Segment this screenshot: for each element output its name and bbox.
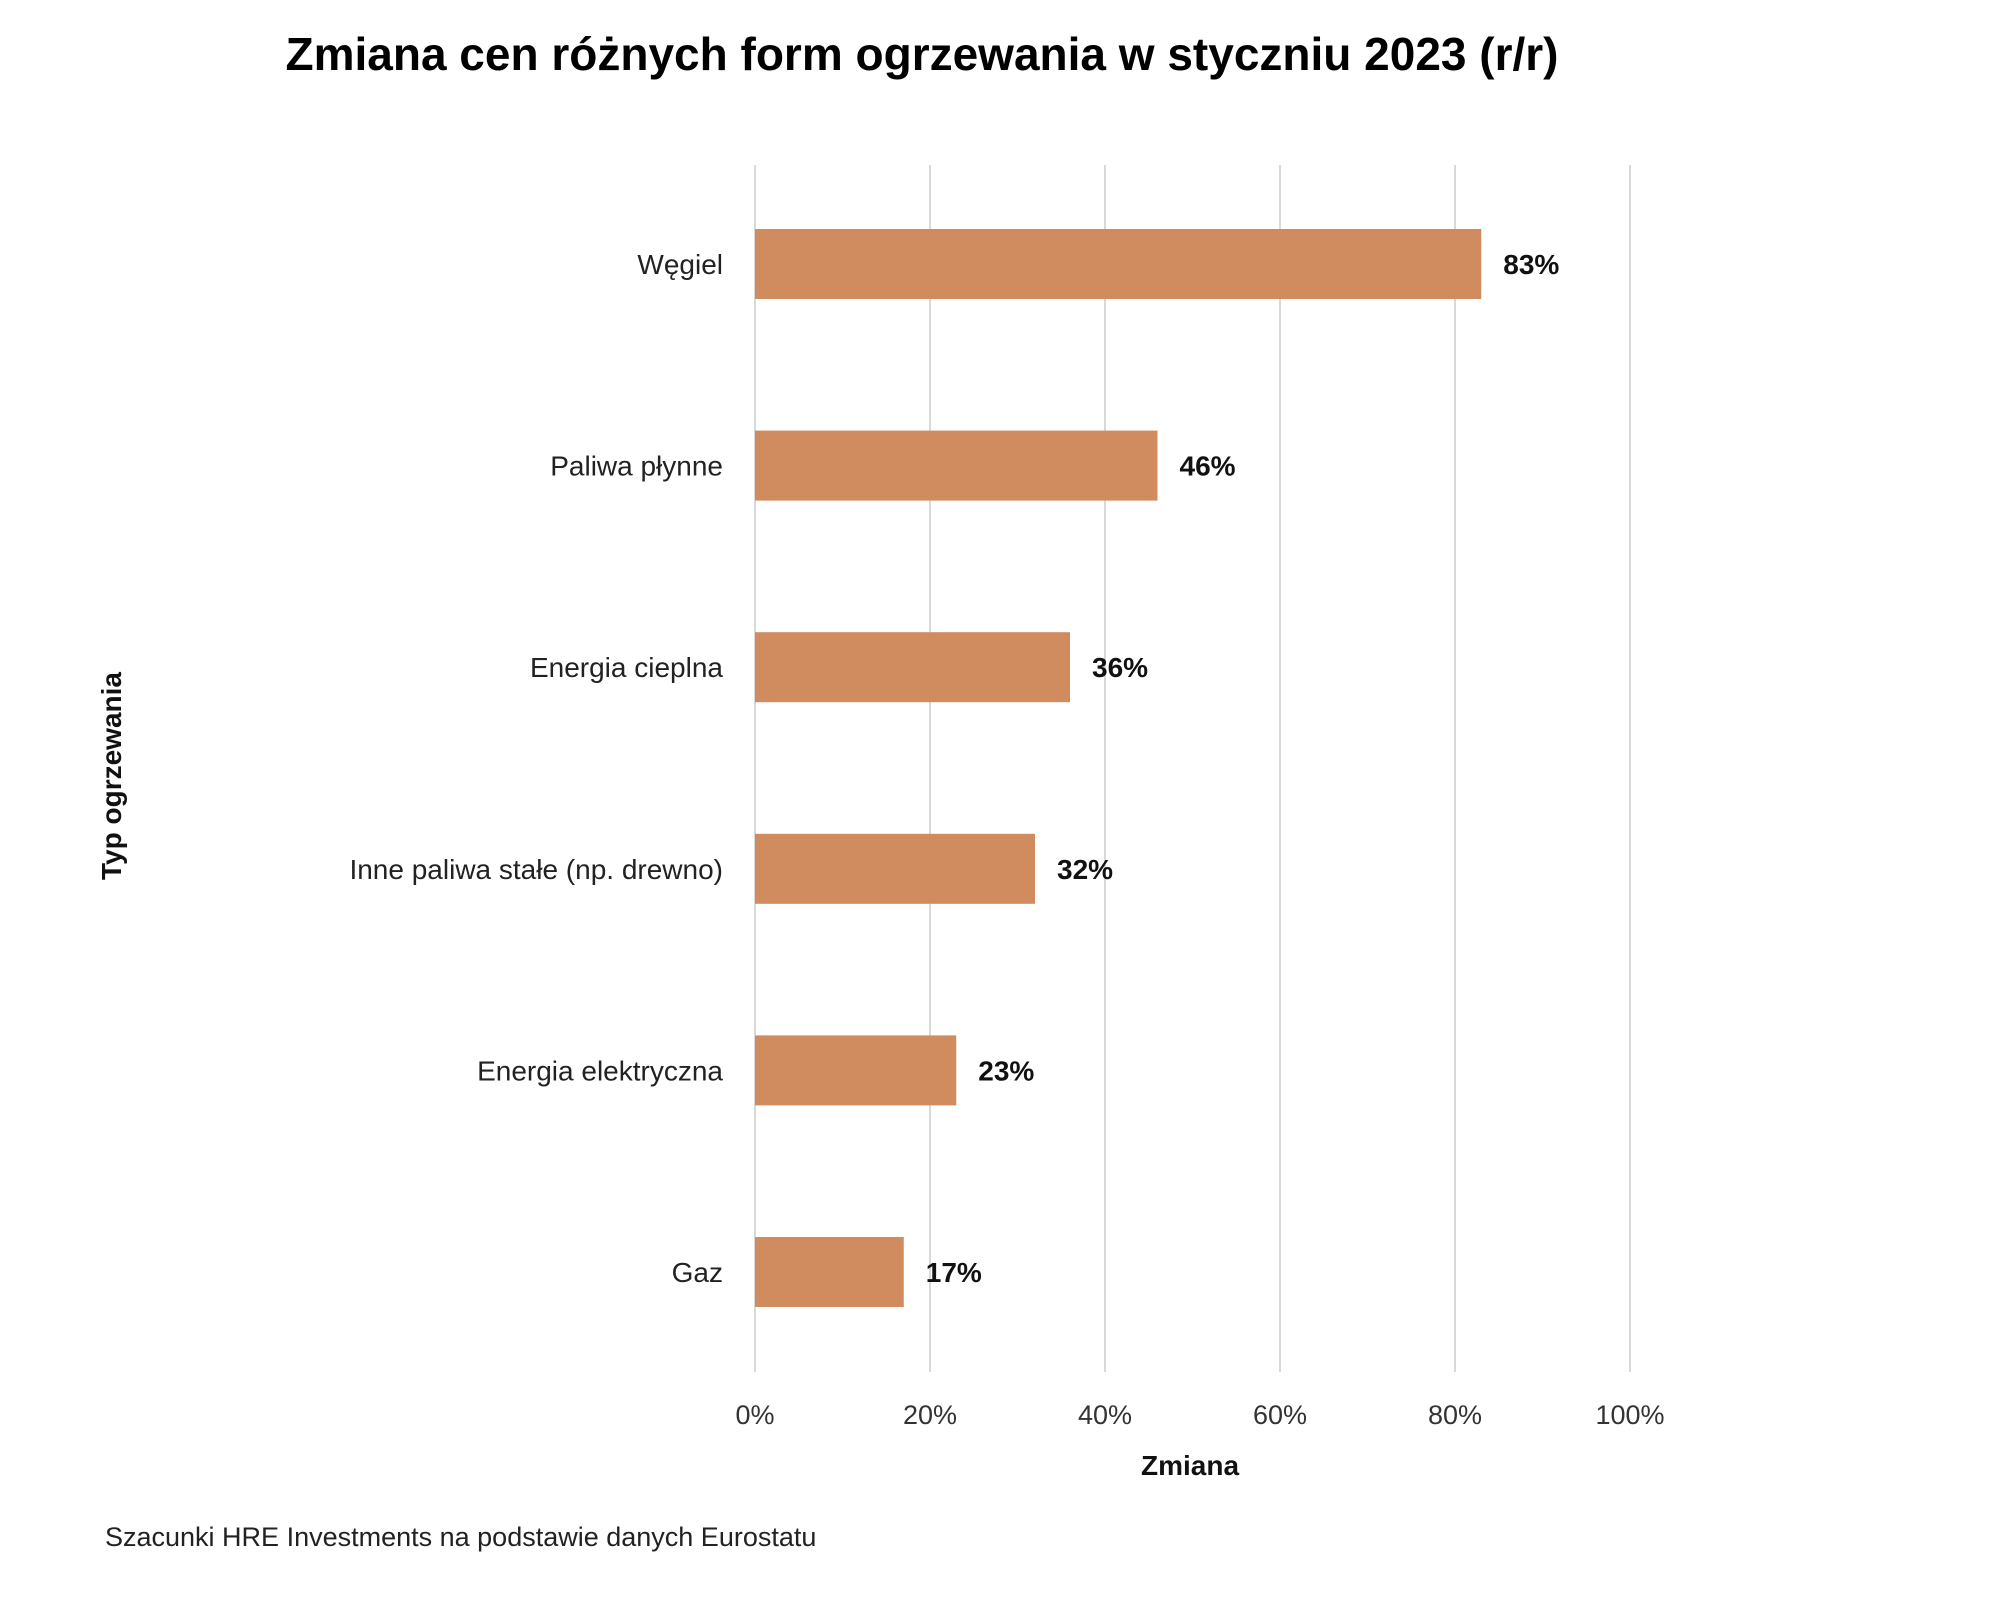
x-tick-label: 0% bbox=[735, 1400, 774, 1430]
data-label: 23% bbox=[978, 1055, 1034, 1086]
x-axis-title: Zmiana bbox=[1141, 1450, 1239, 1481]
category-label: Energia cieplna bbox=[530, 652, 723, 683]
bar bbox=[755, 632, 1070, 703]
source-note: Szacunki HRE Investments na podstawie da… bbox=[105, 1522, 816, 1552]
x-tick-label: 20% bbox=[903, 1400, 957, 1430]
x-tick-labels: 0% 20% 40% 60% 80% 100% bbox=[735, 1400, 1664, 1430]
category-label: Paliwa płynne bbox=[550, 451, 723, 482]
category-label: Energia elektryczna bbox=[477, 1055, 723, 1086]
data-label: 46% bbox=[1180, 451, 1236, 482]
y-axis-title: Typ ogrzewania bbox=[96, 672, 127, 880]
bar bbox=[755, 430, 1158, 501]
category-label: Gaz bbox=[672, 1257, 723, 1288]
data-label: 32% bbox=[1057, 854, 1113, 885]
x-tick-label: 60% bbox=[1253, 1400, 1307, 1430]
gridlines bbox=[754, 165, 1631, 1372]
x-tick-label: 40% bbox=[1078, 1400, 1132, 1430]
bars bbox=[755, 229, 1482, 1307]
x-tick-label: 100% bbox=[1595, 1400, 1664, 1430]
bar bbox=[755, 1237, 904, 1307]
category-label: Węgiel bbox=[637, 249, 723, 280]
category-label: Inne paliwa stałe (np. drewno) bbox=[349, 854, 723, 885]
bar bbox=[755, 833, 1035, 904]
bar bbox=[755, 1035, 957, 1106]
chart-title: Zmiana cen różnych form ogrzewania w sty… bbox=[285, 28, 1558, 80]
value-labels: 83% 46% 36% 32% 23% 17% bbox=[926, 249, 1560, 1288]
category-labels: Węgiel Paliwa płynne Energia cieplna Inne p… bbox=[349, 249, 723, 1288]
bar bbox=[755, 229, 1482, 299]
data-label: 17% bbox=[926, 1257, 982, 1288]
x-tick-label: 80% bbox=[1428, 1400, 1482, 1430]
data-label: 36% bbox=[1092, 652, 1148, 683]
data-label: 83% bbox=[1503, 249, 1559, 280]
